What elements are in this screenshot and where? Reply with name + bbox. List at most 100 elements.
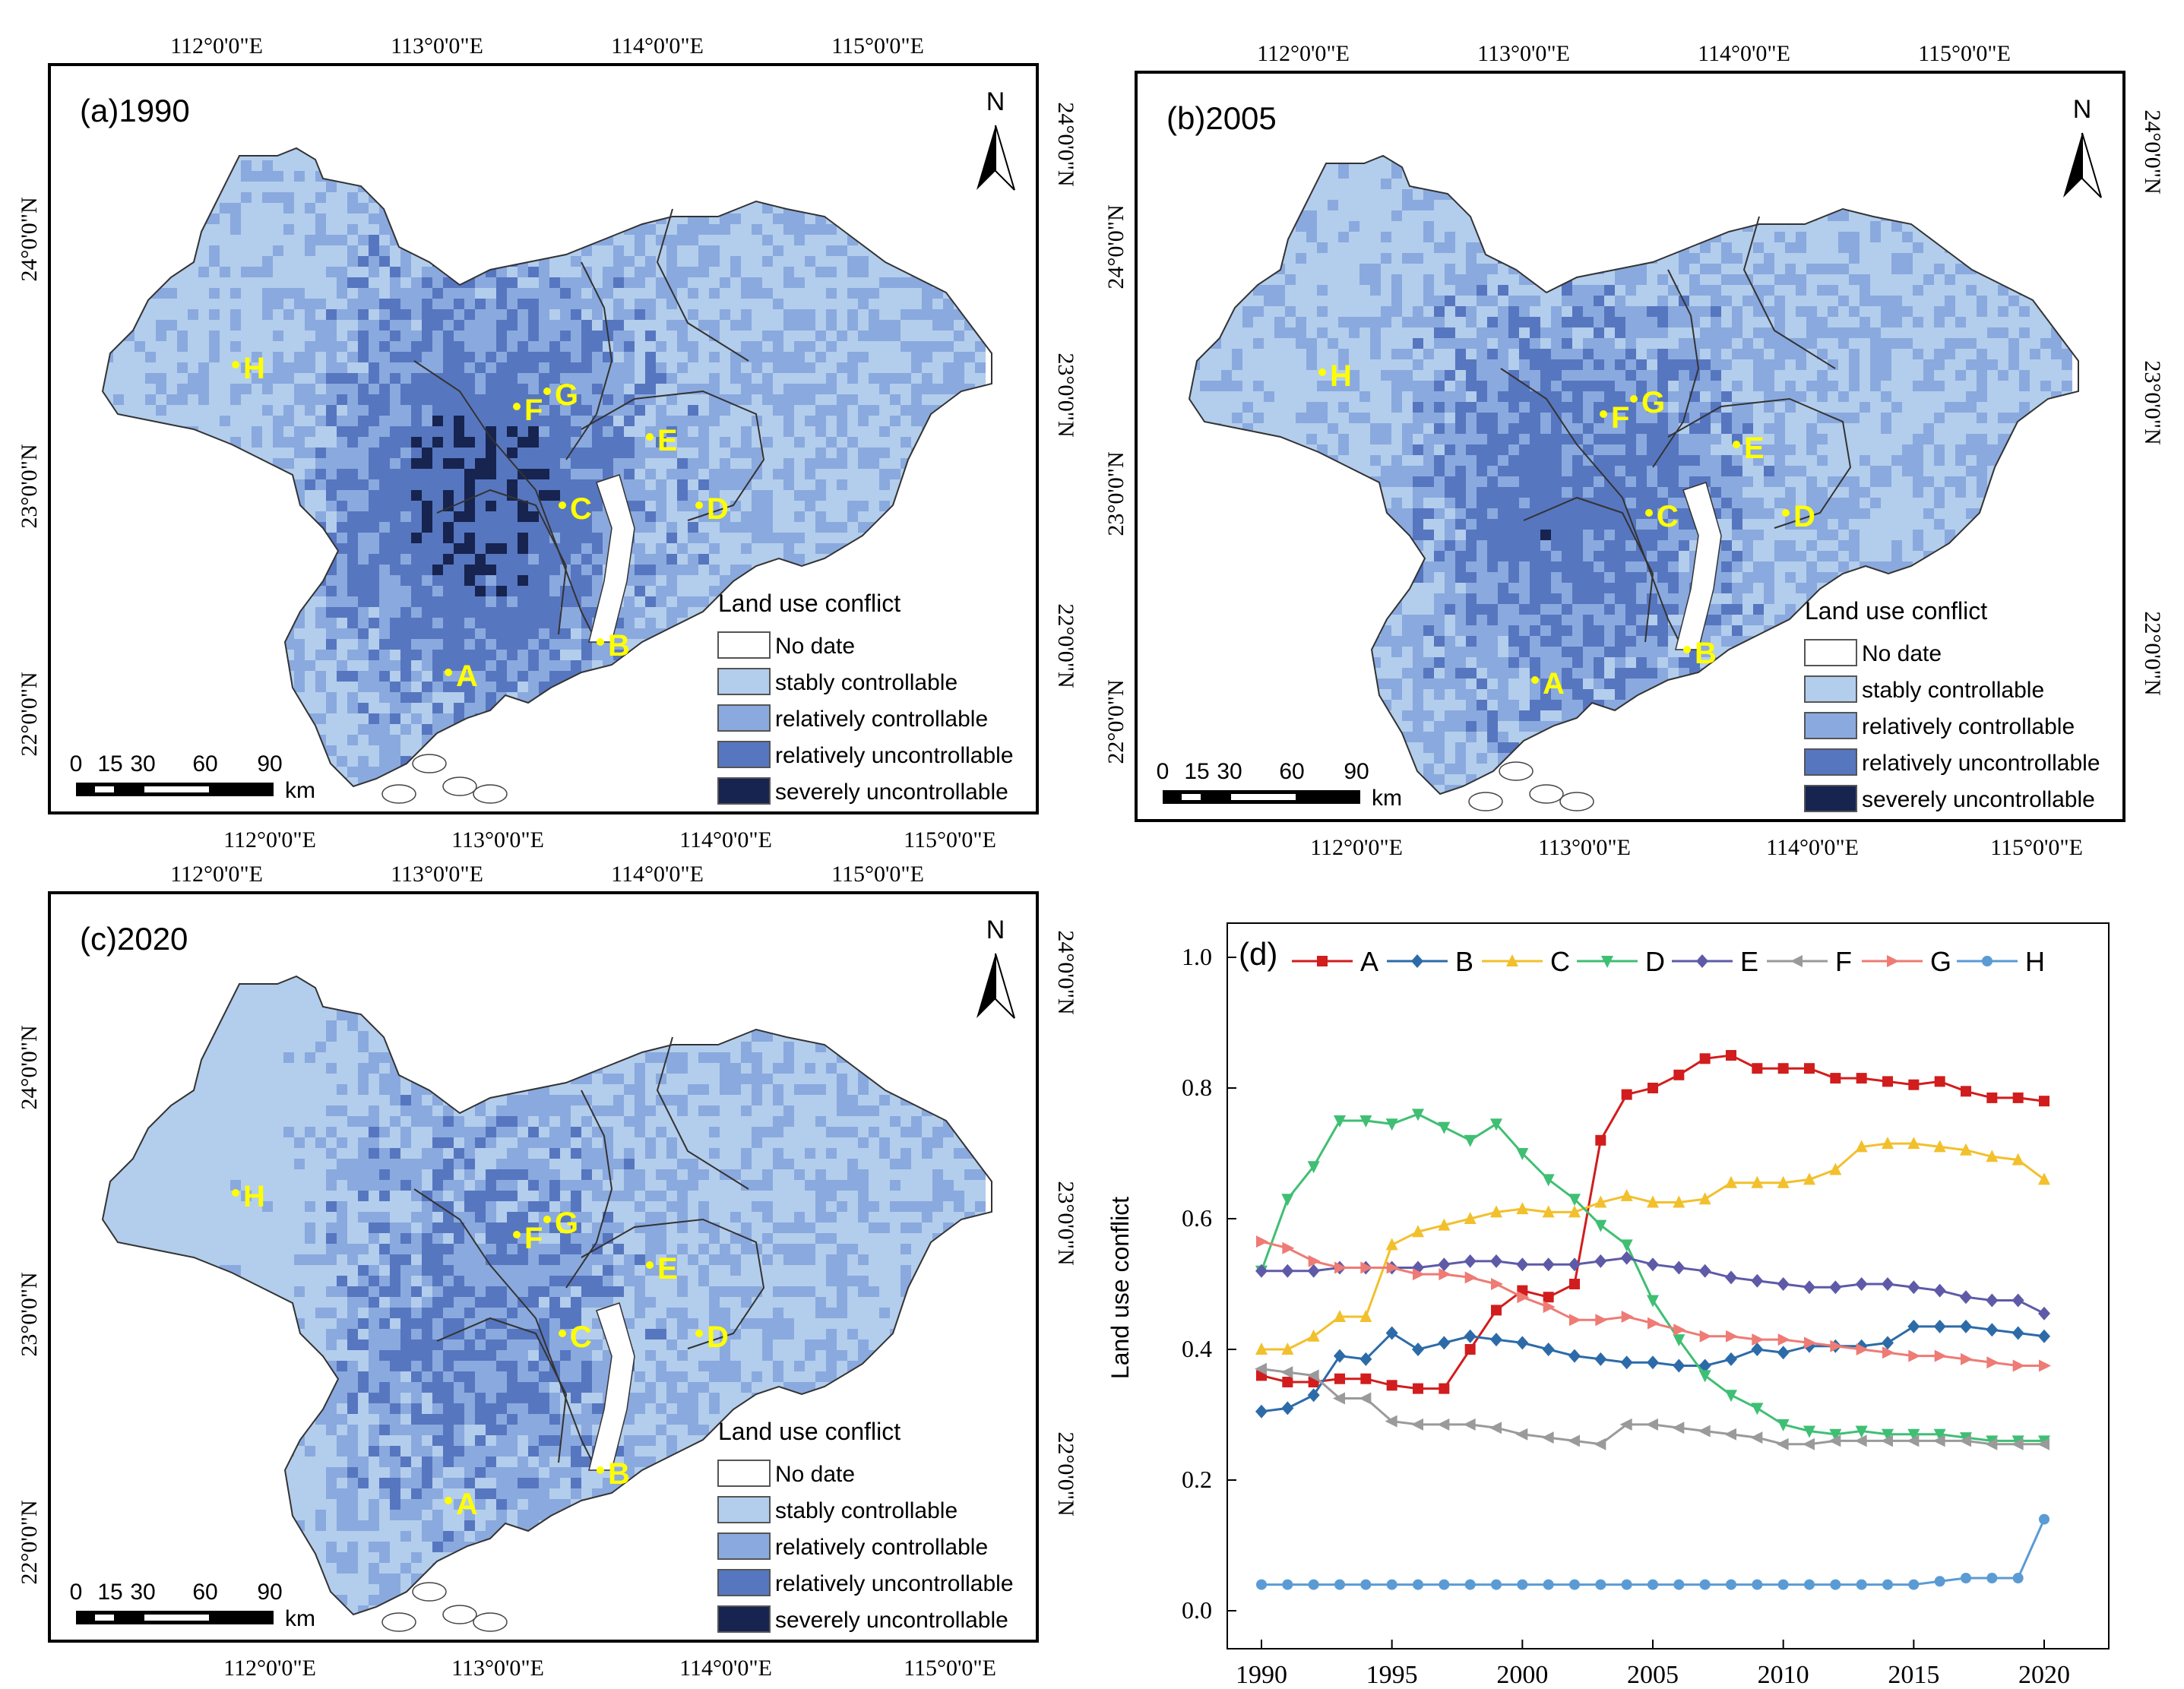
data-point	[1647, 1257, 1659, 1272]
scale-label: 15	[97, 1580, 122, 1605]
lat-label-left: 22°0'0"N	[1103, 679, 1128, 764]
legend-entry-h: H	[1957, 946, 2045, 977]
scale-label: 15	[97, 751, 122, 776]
sample-point-label: G	[555, 378, 578, 412]
legend-item: relatively controllable	[775, 1535, 988, 1560]
data-point	[1385, 1238, 1398, 1251]
data-point	[1568, 1205, 1581, 1218]
legend-label: E	[1740, 946, 1758, 977]
data-point	[1306, 1369, 1319, 1382]
lon-label-top: 113°0'0"E	[391, 33, 483, 59]
sample-point-e	[646, 1261, 654, 1269]
legend-entry-c: C	[1482, 946, 1570, 977]
data-point	[1256, 1579, 1267, 1590]
data-point	[1464, 1344, 1476, 1355]
data-point	[1413, 1579, 1423, 1590]
region-boundary	[101, 975, 992, 1616]
island	[473, 784, 508, 804]
scale-bar	[76, 1611, 274, 1624]
data-point	[1515, 1428, 1528, 1441]
lat-label-right: 23°0'0"N	[1053, 1181, 1078, 1265]
data-point	[1908, 1579, 1920, 1590]
lat-label-right: 24°0'0"N	[1053, 102, 1078, 186]
data-point	[1490, 1205, 1502, 1218]
data-point	[1725, 1270, 1737, 1285]
district-boundary	[581, 1218, 765, 1349]
data-point	[1673, 1579, 1685, 1590]
district-boundary	[1500, 368, 1684, 650]
legend-entry-d: D	[1577, 946, 1665, 977]
district-boundary	[1667, 397, 1852, 529]
scale-bar	[76, 783, 274, 796]
legend-item: No date	[775, 634, 855, 659]
lat-label-left: 23°0'0"N	[1103, 451, 1128, 536]
data-point	[1359, 1392, 1372, 1405]
data-point	[1307, 1329, 1320, 1342]
legend-swatch	[717, 631, 771, 659]
data-point	[1934, 1349, 1947, 1362]
data-point	[1569, 1314, 1581, 1327]
sample-point-label: B	[1695, 637, 1717, 670]
data-point	[1307, 1161, 1320, 1174]
data-point	[1439, 1383, 1450, 1394]
lon-label-top: 114°0'0"E	[1698, 41, 1790, 66]
data-point	[2038, 1172, 2050, 1185]
data-point	[1882, 1076, 1893, 1087]
data-point	[1828, 1434, 1841, 1447]
data-point	[1463, 1418, 1476, 1431]
data-point	[1752, 1579, 1763, 1590]
data-point	[1698, 1358, 1711, 1373]
island	[442, 1605, 477, 1624]
district-boundary	[436, 1317, 568, 1463]
data-point	[1568, 1434, 1580, 1447]
region-boundary	[101, 147, 992, 788]
district-boundary	[656, 208, 749, 362]
data-point	[1803, 1425, 1815, 1438]
data-point	[1777, 1175, 1790, 1188]
legend-label: C	[1550, 946, 1570, 977]
data-point	[1282, 1377, 1293, 1387]
data-point	[1464, 1134, 1477, 1147]
data-point	[1437, 1418, 1450, 1431]
data-point	[1907, 1137, 1920, 1150]
data-point	[1647, 1579, 1658, 1590]
data-point	[1385, 1326, 1398, 1340]
legend-swatch	[717, 1605, 771, 1633]
data-point	[1986, 1356, 1999, 1369]
data-point	[1960, 1143, 1972, 1156]
district-boundary	[565, 1090, 613, 1289]
data-point	[1854, 1434, 1867, 1447]
data-point	[1489, 1422, 1502, 1434]
data-point	[1621, 1579, 1632, 1590]
island	[473, 1612, 508, 1632]
data-point	[1542, 1174, 1555, 1187]
lat-label-left: 22°0'0"N	[17, 1500, 42, 1584]
estuary	[1675, 482, 1722, 650]
y-tick-label: 0.2	[1182, 1466, 1212, 1493]
lat-label-right: 23°0'0"N	[2140, 360, 2165, 444]
data-point	[1752, 1063, 1763, 1074]
data-point	[1543, 1301, 1556, 1314]
sample-point-label: F	[1611, 401, 1629, 435]
north-label: N	[986, 916, 1005, 944]
data-point	[1491, 1305, 1502, 1316]
sample-point-f	[513, 1231, 521, 1238]
data-point	[1334, 1579, 1345, 1590]
line-chart: (d) 0.0 0.2 0.4 0.6 0.8 1.0 1990 1995 2000 2005 201…	[1106, 922, 2110, 1689]
sample-point-c	[559, 1330, 566, 1337]
data-point	[1751, 1273, 1764, 1288]
data-point	[1543, 1292, 1554, 1303]
data-point	[1908, 1079, 1920, 1090]
island	[1529, 784, 1564, 804]
district-boundary	[581, 390, 765, 521]
data-point	[1281, 1194, 1294, 1207]
legend-swatch	[717, 1569, 771, 1596]
x-tick-label: 1990	[1236, 1661, 1287, 1689]
legend-title: Land use conflict	[1805, 597, 1987, 625]
series-f	[1255, 1362, 2049, 1450]
data-point	[1803, 1438, 1815, 1450]
data-point	[1804, 1063, 1815, 1074]
data-point	[1985, 1438, 1998, 1450]
data-point	[1542, 1343, 1555, 1356]
legend-swatch	[717, 741, 771, 768]
